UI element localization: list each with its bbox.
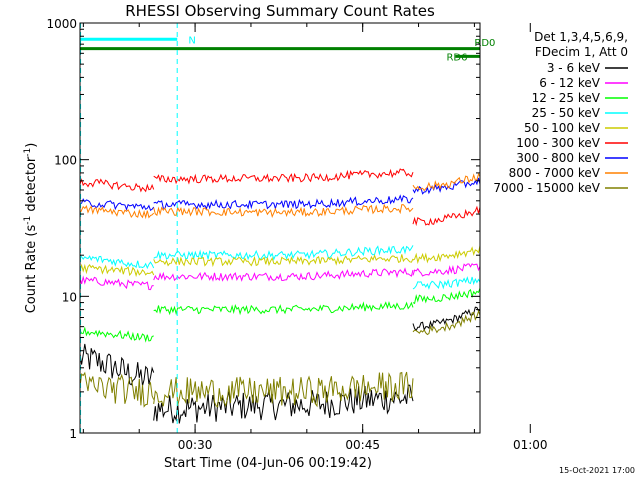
series-line-segment bbox=[412, 309, 480, 336]
legend-label: 50 - 100 keV bbox=[524, 121, 601, 135]
y-tick-label: 100 bbox=[54, 154, 77, 168]
series-line-segment bbox=[153, 194, 414, 211]
y-axis-label: Count Rate (s-1 detector-1) bbox=[23, 143, 39, 314]
series-line-segment bbox=[412, 205, 480, 227]
legend-label: 7000 - 15000 keV bbox=[493, 181, 600, 195]
series-50-100keV bbox=[80, 244, 480, 278]
series-line-segment bbox=[80, 326, 154, 343]
plot-area: RD0 RD6 N bbox=[80, 23, 495, 433]
x-tick-label: 00:30 bbox=[178, 438, 213, 452]
series-line-segment bbox=[412, 286, 480, 305]
series-line-segment bbox=[153, 371, 414, 408]
series-6-12keV bbox=[80, 263, 480, 291]
series-line-segment bbox=[412, 263, 480, 277]
chart-title: RHESSI Observing Summary Count Rates bbox=[125, 2, 435, 20]
series-line-segment bbox=[153, 168, 414, 185]
rd6-label: RD6 bbox=[446, 52, 467, 63]
series-line-segment bbox=[153, 254, 414, 268]
series-line-segment bbox=[412, 172, 480, 192]
legend-label: 25 - 50 keV bbox=[532, 106, 601, 120]
series-300-800keV bbox=[80, 177, 480, 212]
series-line-segment bbox=[80, 254, 155, 270]
series-line-segment bbox=[412, 177, 480, 195]
generation-timestamp: 15-Oct-2021 17:00 bbox=[559, 466, 635, 475]
series-100-300keV bbox=[80, 168, 480, 227]
legend-label: 100 - 300 keV bbox=[516, 136, 600, 150]
legend: Det 1,3,4,5,6,9, FDecim 1, Att 0 3 - 6 k… bbox=[493, 30, 628, 195]
series-12-25keV bbox=[80, 286, 480, 343]
legend-label: 12 - 25 keV bbox=[532, 91, 601, 105]
plot-clip-group bbox=[80, 23, 480, 433]
series-line-segment bbox=[153, 245, 414, 261]
series-line-segment bbox=[153, 384, 414, 424]
series-800-7000keV bbox=[80, 172, 480, 220]
series-line-segment bbox=[80, 178, 155, 193]
y-tick-label: 1000 bbox=[46, 17, 77, 31]
series-line-segment bbox=[80, 371, 155, 408]
series-line-segment bbox=[412, 306, 480, 332]
legend-header-line-2: FDecim 1, Att 0 bbox=[535, 45, 628, 59]
series-line-segment bbox=[80, 263, 155, 278]
series-line-segment bbox=[80, 343, 155, 386]
series-line-segment bbox=[153, 267, 414, 282]
x-tick-label: 00:45 bbox=[345, 438, 380, 452]
legend-label: 3 - 6 keV bbox=[547, 61, 601, 75]
legend-header-line-1: Det 1,3,4,5,6,9, bbox=[534, 30, 628, 44]
series-line-segment bbox=[80, 275, 154, 291]
saa-label: N bbox=[188, 35, 195, 46]
plot-frame bbox=[79, 22, 481, 434]
series-line-segment bbox=[153, 203, 414, 219]
x-tick-label: 01:00 bbox=[513, 438, 548, 452]
series-line-segment bbox=[80, 205, 155, 220]
series-line-segment bbox=[412, 276, 480, 290]
legend-label: 300 - 800 keV bbox=[516, 151, 600, 165]
series-line-segment bbox=[412, 244, 480, 265]
series-3-6keV bbox=[80, 306, 480, 424]
series-7000-15000keV bbox=[80, 309, 480, 408]
series-line-segment bbox=[153, 300, 414, 316]
x-axis-label: Start Time (04-Jun-06 00:19:42) bbox=[164, 456, 372, 471]
rd0-label: RD0 bbox=[474, 38, 495, 49]
y-tick-label: 10 bbox=[62, 290, 77, 304]
series-25-50keV bbox=[80, 245, 480, 290]
legend-label: 800 - 7000 keV bbox=[509, 166, 601, 180]
series-line-segment bbox=[80, 198, 155, 212]
annotations bbox=[80, 23, 480, 433]
y-tick-label: 1 bbox=[69, 427, 77, 441]
legend-label: 6 - 12 keV bbox=[539, 76, 601, 90]
